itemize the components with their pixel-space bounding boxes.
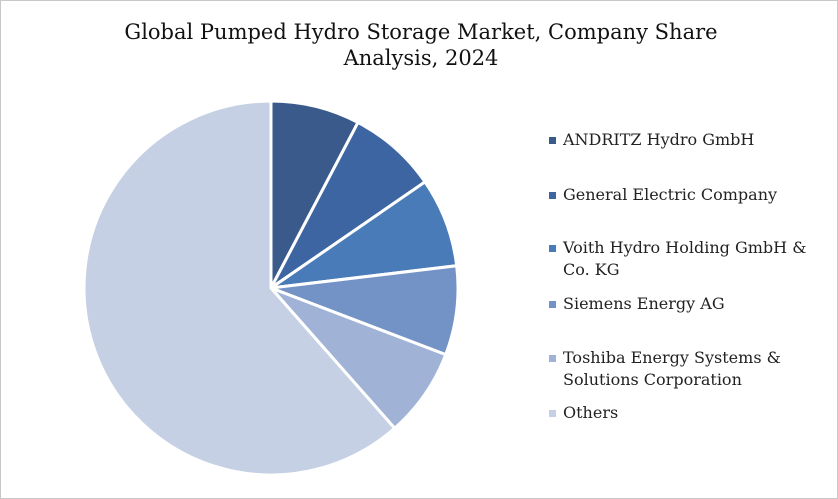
legend-swatch	[549, 355, 556, 362]
legend-label: Toshiba Energy Systems & Solutions Corpo…	[563, 348, 781, 389]
legend-label: Others	[563, 403, 619, 422]
legend-item: ANDRITZ Hydro GmbH	[549, 129, 837, 151]
legend-label: Voith Hydro Holding GmbH & Co. KG	[563, 238, 807, 279]
legend-item: Toshiba Energy Systems & Solutions Corpo…	[549, 347, 837, 391]
legend-swatch	[549, 137, 556, 144]
legend-label: Siemens Energy AG	[563, 294, 725, 313]
pie-slice	[82, 99, 397, 477]
legend-item: Others	[549, 402, 837, 424]
legend-label: General Electric Company	[563, 185, 778, 204]
legend-swatch	[549, 301, 556, 308]
legend-item: Voith Hydro Holding GmbH & Co. KG	[549, 237, 837, 281]
legend-swatch	[549, 245, 556, 252]
legend-item: General Electric Company	[549, 184, 837, 206]
chart-title: Global Pumped Hydro Storage Market, Comp…	[124, 20, 718, 70]
legend-swatch	[549, 410, 556, 417]
legend-swatch	[549, 192, 556, 199]
legend-label: ANDRITZ Hydro GmbH	[563, 130, 755, 149]
legend-item: Siemens Energy AG	[549, 293, 837, 315]
